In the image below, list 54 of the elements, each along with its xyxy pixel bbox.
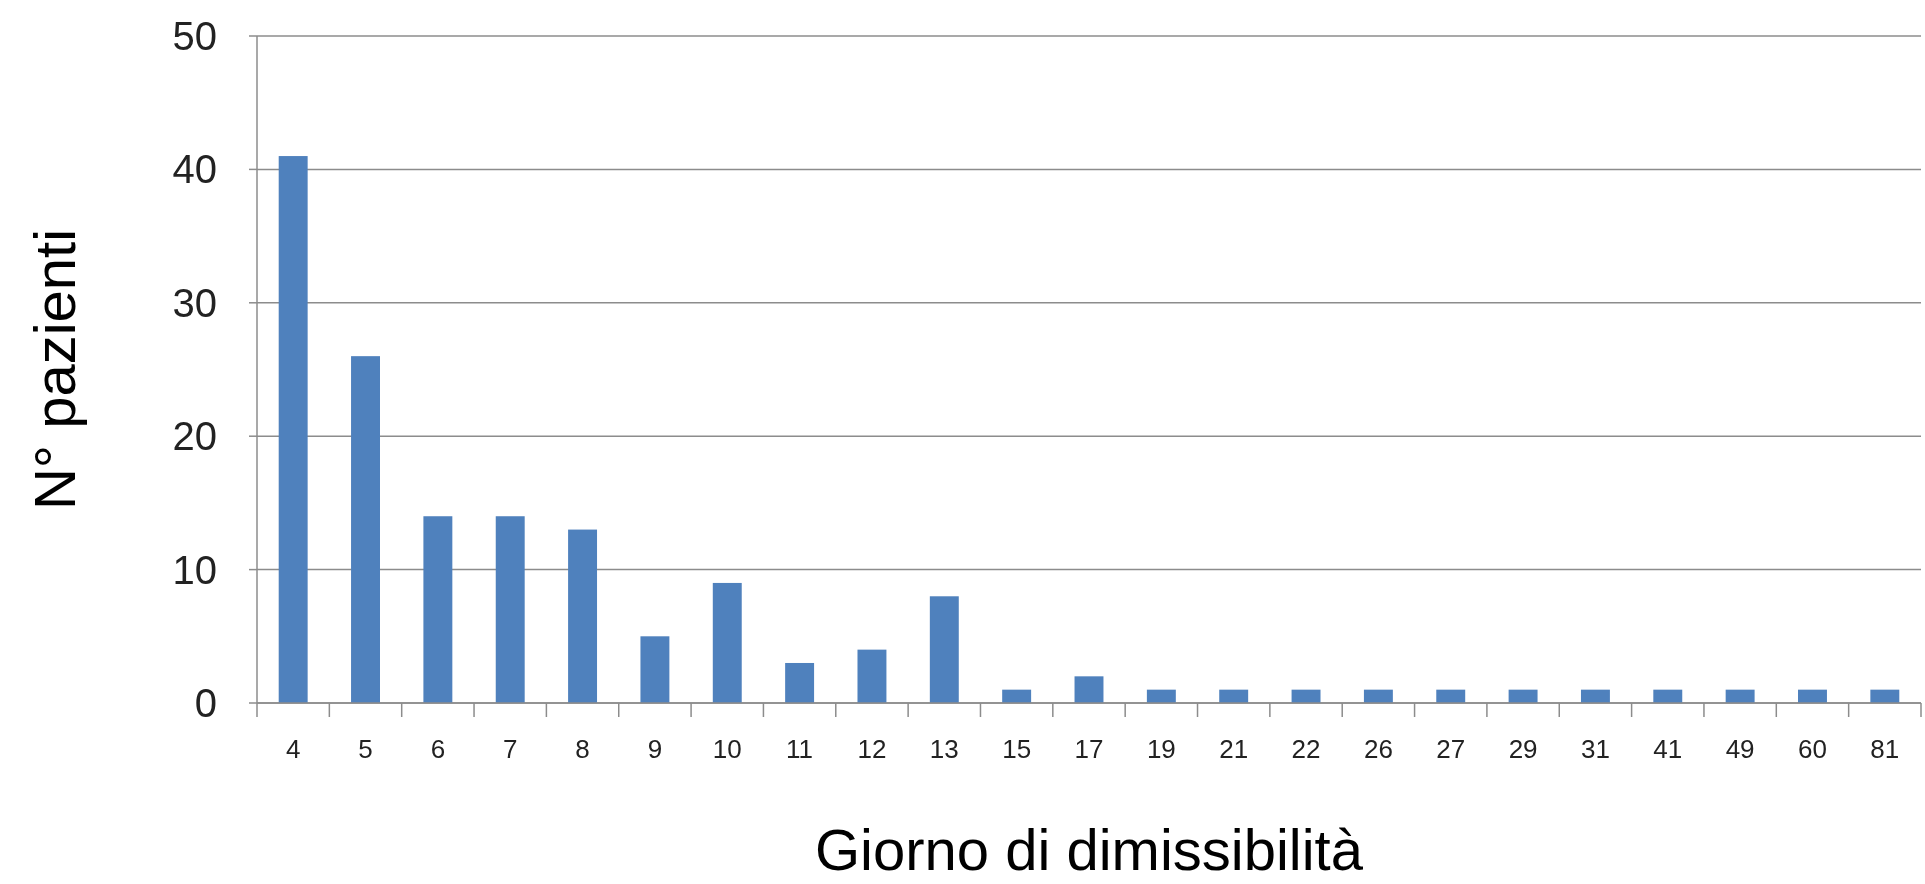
bar [1653,689,1683,703]
bar [351,356,380,703]
x-tick-label: 81 [1870,734,1900,764]
bar [1436,689,1466,703]
bar [568,529,598,703]
x-tick-label: 31 [1580,734,1610,764]
bar [495,516,525,703]
bar [1870,689,1900,703]
bar [1508,689,1538,703]
bar [857,649,887,703]
bar [1725,689,1755,703]
x-tick-label: 8 [575,734,590,764]
x-tick-label: 9 [647,734,663,764]
x-tick-label: 12 [857,734,887,764]
y-tick-label: 30 [172,280,217,325]
x-tick-label: 13 [929,734,959,764]
bar [1219,689,1249,703]
x-tick-label: 19 [1146,734,1176,764]
bar [423,516,453,703]
x-tick-label: 6 [430,734,446,764]
y-tick-label: 20 [172,414,217,459]
x-tick-label: 49 [1725,734,1755,764]
x-tick-label: 27 [1436,734,1466,764]
x-tick-label: 7 [502,734,518,764]
bar [1146,689,1176,703]
bar [929,596,959,703]
x-tick-label: 4 [285,734,301,764]
x-tick-label: 10 [712,734,742,764]
x-tick-label: 29 [1508,734,1538,764]
y-tick-label: 50 [172,14,217,58]
x-tick-label: 41 [1653,734,1683,764]
bar [640,636,670,703]
y-tick-label: 10 [172,547,217,592]
bar [1580,689,1610,703]
x-tick-label: 60 [1798,734,1827,764]
x-tick-label: 26 [1363,734,1393,764]
x-tick-label: 11 [786,734,814,764]
bar [712,582,742,703]
x-tick-label: 15 [1002,734,1032,764]
x-tick-label: 5 [358,734,373,764]
bar [278,156,308,703]
x-tick-label: 22 [1291,734,1321,764]
x-tick-label: 17 [1074,734,1104,764]
x-tick-label: 21 [1219,734,1249,764]
bar [1798,689,1827,703]
bar [1291,689,1321,703]
y-axis-title: N° pazienti [22,228,87,511]
bar [1002,689,1032,703]
bar [1074,676,1104,703]
x-axis-title: Giorno di dimissibilità [815,817,1364,882]
y-tick-label: 0 [194,681,217,725]
bar [1363,689,1393,703]
y-tick-label: 40 [172,147,217,192]
bar [785,662,815,703]
